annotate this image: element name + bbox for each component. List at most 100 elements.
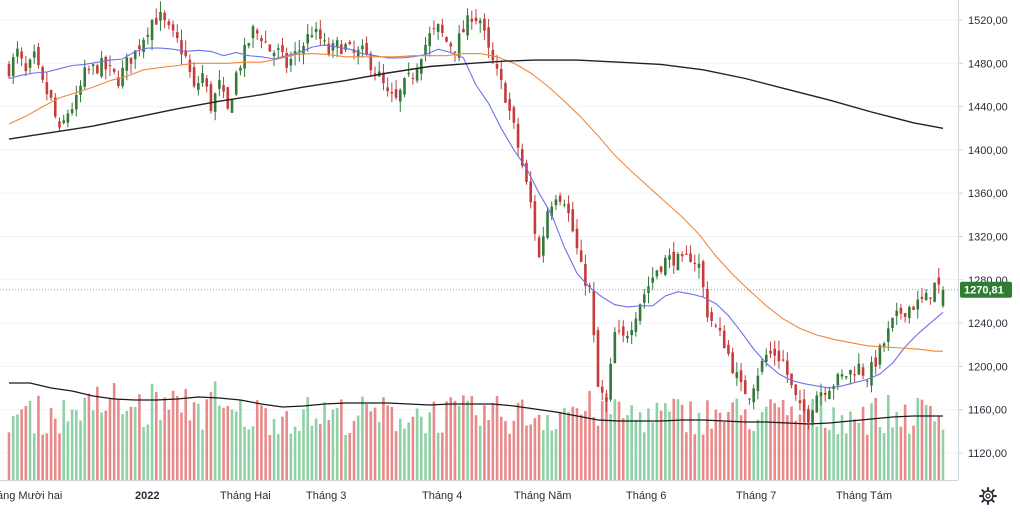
volume-bar [504,421,507,480]
volume-bar [104,410,108,480]
volume-bar [377,422,381,480]
volume-bar [512,420,516,480]
candle-body [310,35,314,37]
candle-body [731,352,734,373]
volume-bar [462,395,465,480]
x-tick-label: Tháng Hai [220,490,271,502]
volume-bar [449,397,453,480]
candle-body [100,57,103,77]
candle-body [478,20,482,24]
volume-bar [234,411,238,480]
candle-body [685,253,688,255]
volume-bar [693,434,697,480]
candle-body [268,44,272,52]
volume-bar [596,425,600,480]
x-tick-label: Tháng 3 [306,490,346,502]
volume-bar [659,410,663,480]
candle-body [24,63,28,72]
candle-body [424,44,427,56]
candle-body [790,373,793,386]
candle-body [563,204,566,206]
volume-bar [701,434,705,480]
candle-body [777,350,781,362]
volume-bar [32,433,36,480]
volume-bar [319,424,322,480]
candle-body [794,384,798,395]
volume-bar [621,418,625,480]
volume-bar [685,432,688,480]
candle-body [575,228,579,249]
y-tick-label: 1520,00 [968,15,1008,27]
volume-bar [356,415,360,480]
volume-bar [537,414,541,480]
volume-bar [335,408,339,480]
candle-body [924,293,928,301]
volume-bar [348,433,352,480]
volume-bar [243,426,246,480]
candle-body [520,149,524,166]
volume-bar [865,434,869,480]
volume-bar [554,429,558,480]
volume-bar [844,433,848,480]
candle-body [255,30,259,34]
volume-bar [491,402,495,480]
volume-bar [546,415,549,480]
candle-body [748,398,751,400]
candle-body [735,372,739,379]
volume-bar [542,430,545,480]
candle-body [159,12,162,21]
time-axis[interactable]: áng Mười hai 2022 Tháng Hai Tháng 3 Tháng 4 T… [0,490,892,502]
candle-body [558,195,562,202]
candle-body [70,109,74,114]
volume-bar [192,402,196,480]
candle-body [272,52,276,57]
candle-body [659,266,663,272]
volume-bar [870,403,873,480]
volume-bar [626,415,629,480]
candle-body [592,290,596,336]
volume-bar [483,405,486,480]
candle-body [129,57,133,64]
candle-body [672,251,676,266]
volume-bar [849,411,852,480]
candle-body [844,376,848,378]
candle-body [613,331,617,364]
candle-body [823,392,827,395]
grid-layer [0,19,958,454]
candle-body [453,51,457,53]
volume-bar [933,421,936,480]
candle-body [285,52,288,68]
price-axis[interactable]: 1520,00 1480,00 1440,00 1400,00 1360,00 1320,… [958,15,1008,460]
volume-bar [272,418,276,480]
volume-bar [516,403,520,480]
volume-bar [386,405,389,480]
candle-body [727,344,730,354]
candle-body [764,354,768,362]
volume-bar [470,395,474,480]
volume-bar [924,405,928,480]
x-tick-label: Tháng 7 [736,490,776,502]
settings-gear-icon[interactable] [979,487,997,505]
candle-body [45,82,49,95]
candle-body [340,44,343,55]
candle-body [457,33,461,58]
candle-body [929,297,932,299]
candle-body [596,330,600,387]
volume-bar [457,405,461,480]
candle-body [83,67,87,87]
candle-body [58,121,61,128]
volume-bar [533,418,537,480]
candle-body [634,318,638,333]
candle-body [630,329,633,336]
candle-body [550,206,554,216]
volume-bar [748,429,751,480]
volume-bar [138,394,141,480]
volume-bar [899,426,903,480]
candle-body [319,29,322,39]
candle-body [436,24,440,32]
volume-bars [7,381,945,480]
candle-body [289,59,293,66]
volume-bar [575,408,579,480]
volume-bar [293,426,297,480]
volume-bar [840,415,844,480]
